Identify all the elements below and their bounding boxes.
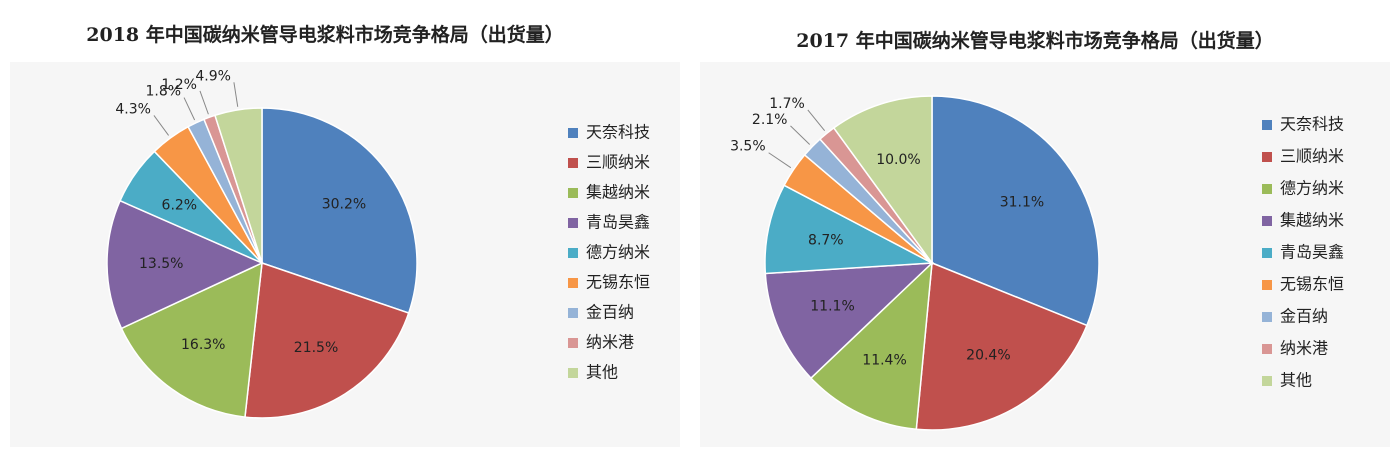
data-label: 30.2% <box>322 196 366 212</box>
legend-swatch <box>1262 184 1272 194</box>
pie-slice <box>244 261 410 419</box>
data-label: 10.0% <box>876 152 920 168</box>
leader-line <box>233 82 239 107</box>
pie-slice <box>214 107 263 264</box>
data-label: 4.9% <box>195 68 231 84</box>
data-label: 1.7% <box>769 96 805 112</box>
data-label: 20.4% <box>966 348 1010 364</box>
legend-swatch <box>568 128 578 138</box>
legend-label: 天奈科技 <box>1280 115 1344 134</box>
legend-swatch <box>1262 376 1272 386</box>
legend-label: 天奈科技 <box>586 123 650 142</box>
legend-swatch <box>1262 344 1272 354</box>
legend-swatch <box>568 188 578 198</box>
pie-slice <box>261 107 418 314</box>
legend-swatch <box>1262 216 1272 226</box>
pie-slice <box>931 95 1100 327</box>
leader-line <box>807 109 826 132</box>
legend-swatch <box>568 218 578 228</box>
legend-swatch <box>568 308 578 318</box>
legend-label: 三顺纳米 <box>1280 147 1344 166</box>
chart-title: 2018 年中国碳纳米管导电浆料市场竞争格局（出货量） <box>86 23 564 46</box>
data-label: 16.3% <box>181 337 225 353</box>
data-label: 1.2% <box>161 77 197 93</box>
legend-label: 无锡东恒 <box>1280 275 1344 294</box>
leader-line <box>153 115 169 136</box>
legend-swatch <box>568 338 578 348</box>
legend-swatch <box>568 368 578 378</box>
pie-slice <box>809 261 933 431</box>
legend-swatch <box>1262 248 1272 258</box>
legend-label: 集越纳米 <box>586 183 650 202</box>
legend-label: 其他 <box>586 363 618 382</box>
data-label: 6.2% <box>162 197 198 213</box>
legend-label: 纳米港 <box>1280 339 1328 358</box>
pie-slice <box>106 199 264 330</box>
data-label: 21.5% <box>294 340 338 356</box>
data-label: 2.1% <box>752 112 788 128</box>
legend-label: 其他 <box>1280 371 1312 390</box>
data-label: 3.5% <box>730 139 766 155</box>
legend-label: 青岛昊鑫 <box>1280 243 1344 262</box>
data-label: 8.7% <box>808 232 844 248</box>
data-label: 13.5% <box>139 256 183 272</box>
data-label: 11.4% <box>862 353 906 369</box>
data-label: 1.8% <box>145 84 181 100</box>
leader-line <box>768 152 792 169</box>
data-label: 11.1% <box>810 298 854 314</box>
legend-label: 德方纳米 <box>1280 179 1344 198</box>
legend-swatch <box>1262 152 1272 162</box>
legend-swatch <box>1262 312 1272 322</box>
legend-label: 德方纳米 <box>586 243 650 262</box>
chart-title: 2017 年中国碳纳米管导电浆料市场竞争格局（出货量） <box>796 29 1274 52</box>
legend-label: 金百纳 <box>1280 307 1328 326</box>
leader-line <box>183 97 196 121</box>
legend-swatch <box>1262 120 1272 130</box>
pie-slice <box>832 95 933 266</box>
data-label: 31.1% <box>1000 194 1044 210</box>
legend-label: 集越纳米 <box>1280 211 1344 230</box>
leader-line <box>790 125 811 145</box>
pie-slice <box>764 262 935 380</box>
legend-swatch <box>1262 280 1272 290</box>
legend-label: 金百纳 <box>586 303 634 322</box>
legend-label: 无锡东恒 <box>586 273 650 292</box>
legend-swatch <box>568 158 578 168</box>
legend-label: 青岛昊鑫 <box>586 213 650 232</box>
leader-line <box>199 90 209 115</box>
legend-swatch <box>568 248 578 258</box>
pie-slice <box>915 261 1088 431</box>
pie-slice <box>764 184 935 275</box>
pie-slice <box>120 261 263 418</box>
legend-label: 三顺纳米 <box>586 153 650 172</box>
legend-swatch <box>568 278 578 288</box>
data-label: 4.3% <box>115 101 151 117</box>
legend-label: 纳米港 <box>586 333 634 352</box>
